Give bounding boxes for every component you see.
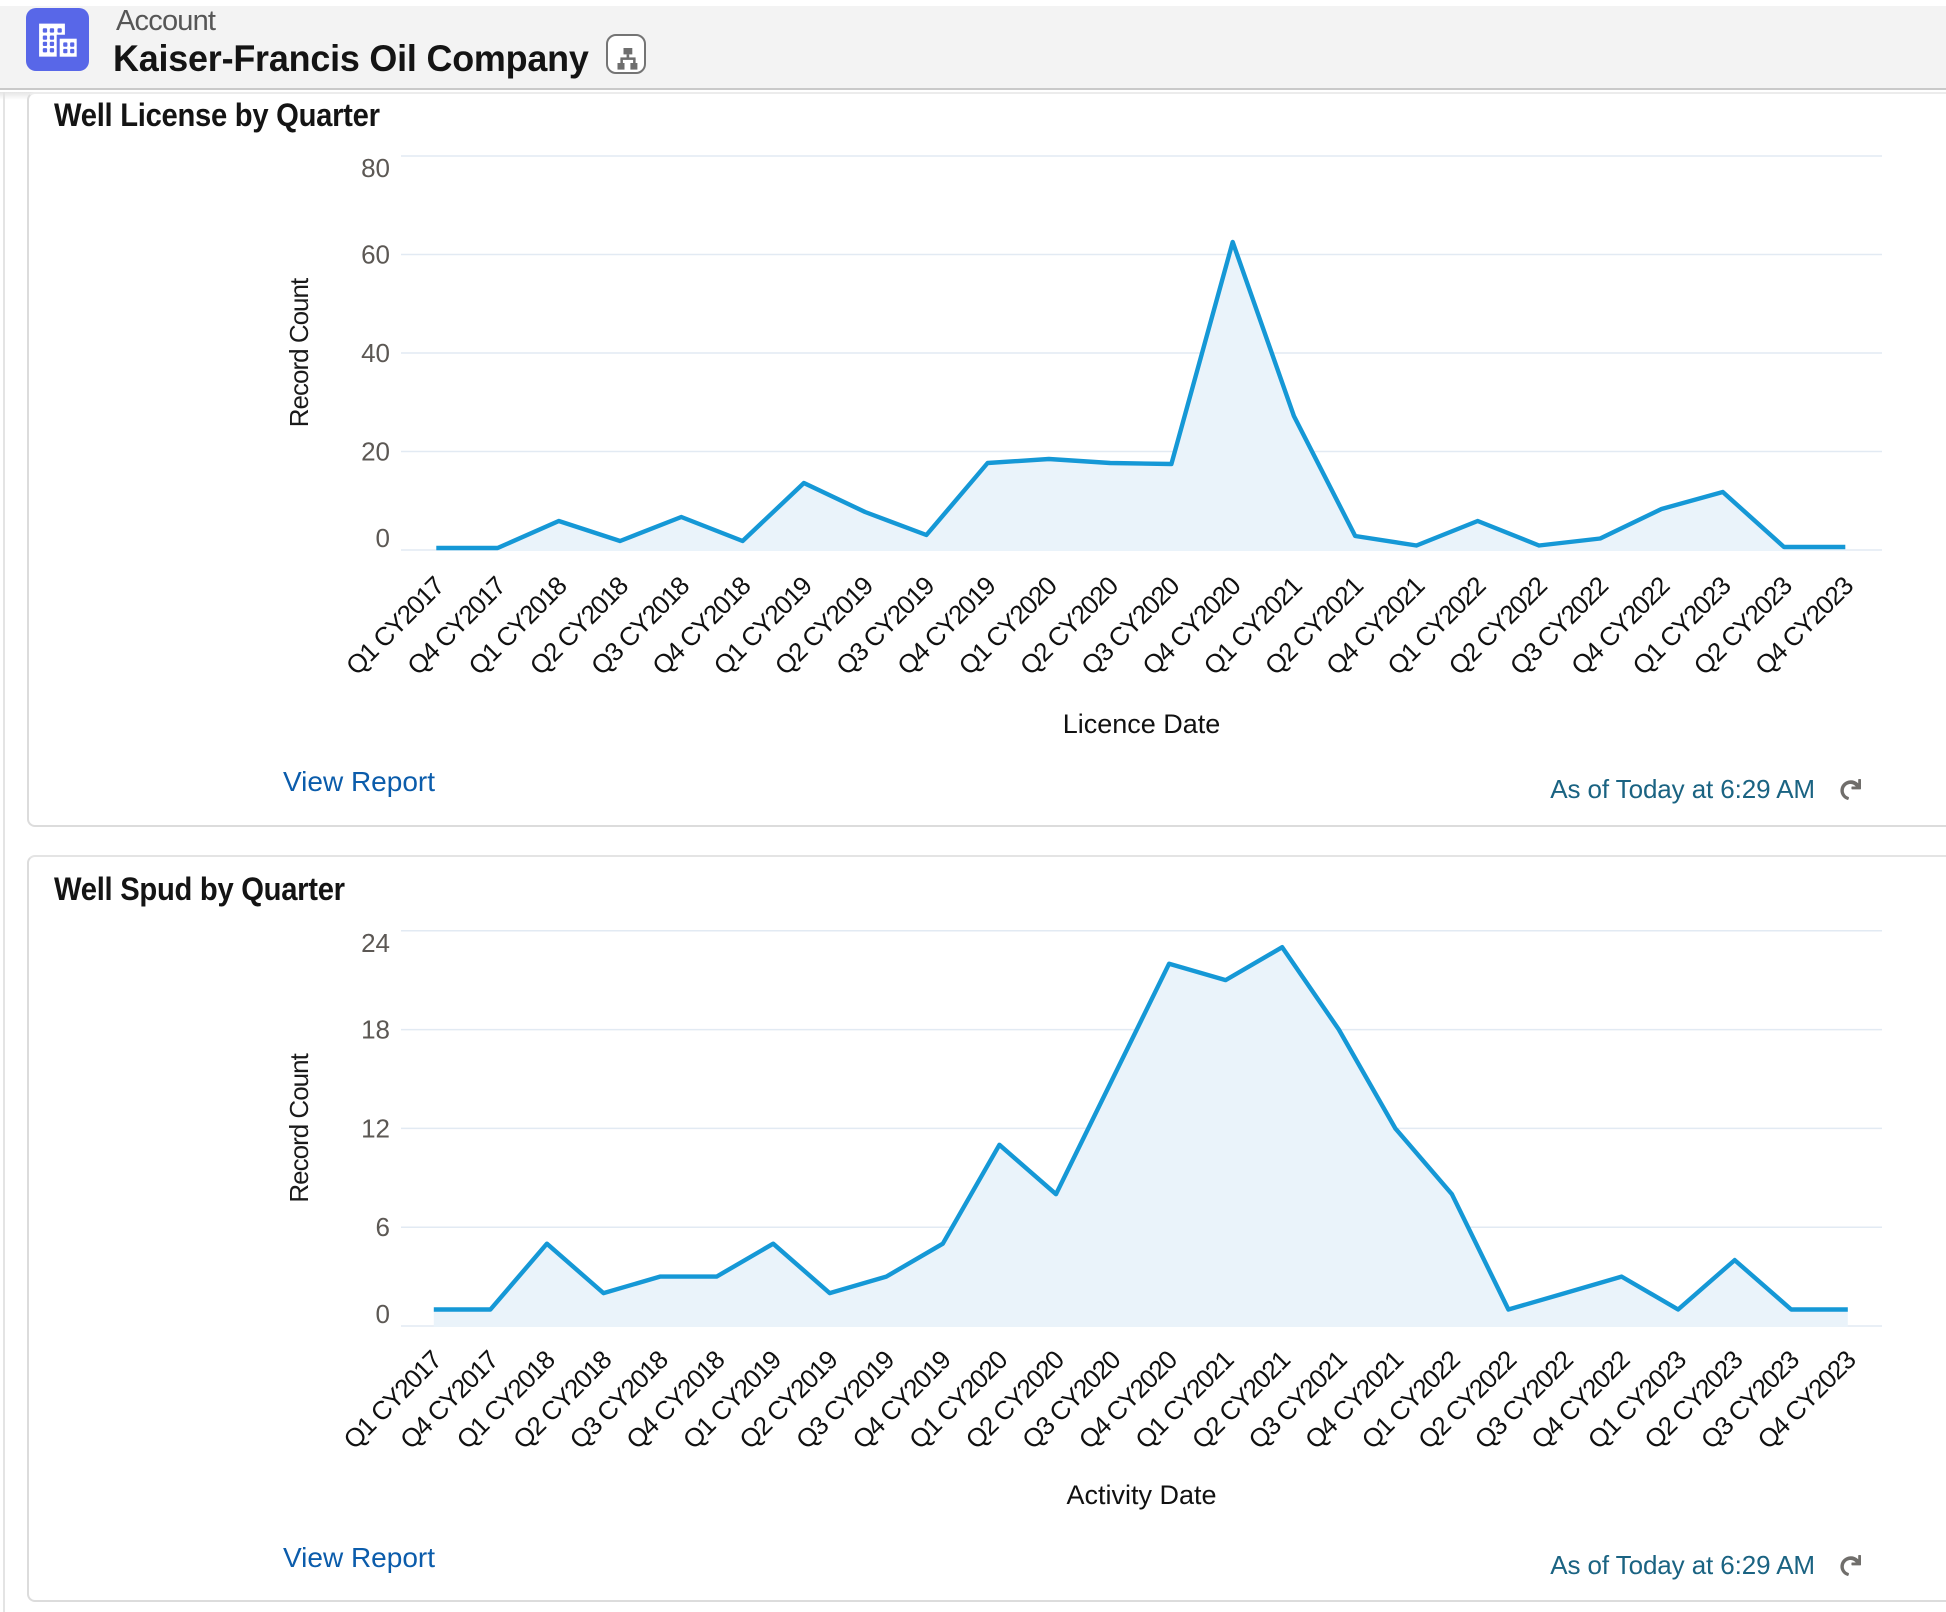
svg-text:0: 0 (376, 1299, 390, 1329)
svg-text:6: 6 (376, 1212, 390, 1242)
svg-text:80: 80 (361, 153, 390, 183)
svg-text:0: 0 (376, 523, 390, 553)
svg-text:12: 12 (361, 1113, 390, 1143)
svg-text:Record Count: Record Count (284, 277, 314, 427)
svg-text:Activity Date: Activity Date (1066, 1480, 1216, 1510)
svg-text:40: 40 (361, 338, 390, 368)
svg-text:20: 20 (361, 437, 390, 467)
svg-text:Licence Date: Licence Date (1063, 709, 1221, 739)
svg-text:24: 24 (361, 928, 390, 958)
svg-text:18: 18 (361, 1015, 390, 1045)
svg-text:Record Count: Record Count (284, 1052, 314, 1202)
svg-text:60: 60 (361, 240, 390, 270)
